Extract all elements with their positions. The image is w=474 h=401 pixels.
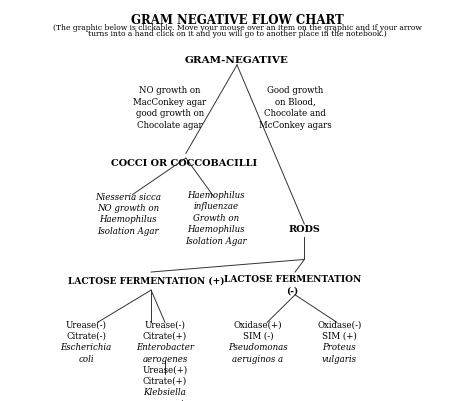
Text: SIM (+): SIM (+) — [322, 332, 356, 341]
Text: Good growth
on Blood,
Chocolate and
McConkey agars: Good growth on Blood, Chocolate and McCo… — [259, 87, 331, 130]
Text: coli: coli — [78, 354, 94, 364]
Text: turns into a hand click on it and you will go to another place in the notebook.): turns into a hand click on it and you wi… — [88, 30, 386, 38]
Text: SIM (-): SIM (-) — [243, 332, 273, 341]
Text: aeruginos a: aeruginos a — [232, 354, 283, 364]
Text: vulgaris: vulgaris — [322, 354, 357, 364]
Text: Citrate(+): Citrate(+) — [143, 332, 187, 341]
Text: Pseudomonas: Pseudomonas — [228, 343, 288, 352]
Text: NO growth on
MacConkey agar
good growth on
Chocolate agar: NO growth on MacConkey agar good growth … — [133, 87, 206, 130]
Text: GRAM-NEGATIVE: GRAM-NEGATIVE — [185, 57, 289, 65]
Text: LACTOSE FERMENTATION (+): LACTOSE FERMENTATION (+) — [68, 277, 225, 286]
Text: Proteus: Proteus — [322, 343, 356, 352]
Text: Klebsiella: Klebsiella — [144, 388, 186, 397]
Text: pneumonia: pneumonia — [141, 400, 189, 401]
Text: Niesseria sicca
NO growth on
Haemophilus
Isolation Agar: Niesseria sicca NO growth on Haemophilus… — [95, 192, 161, 236]
Text: (The graphic below is clickable. Move your mouse over an item on the graphic and: (The graphic below is clickable. Move yo… — [53, 24, 421, 32]
Text: Oxidase(+): Oxidase(+) — [234, 320, 282, 329]
Text: LACTOSE FERMENTATION
(-): LACTOSE FERMENTATION (-) — [224, 275, 361, 295]
Text: COCCI OR COCCOBACILLI: COCCI OR COCCOBACILLI — [110, 159, 256, 168]
Text: aerogenes: aerogenes — [142, 354, 188, 364]
Text: Urease(+): Urease(+) — [142, 366, 188, 375]
Text: Citrate(-): Citrate(-) — [66, 332, 106, 341]
Text: Escherichia: Escherichia — [60, 343, 112, 352]
Text: Citrate(+): Citrate(+) — [143, 377, 187, 386]
Text: Urease(-): Urease(-) — [65, 320, 107, 329]
Text: Urease(-): Urease(-) — [145, 320, 185, 329]
Text: Oxidase(-): Oxidase(-) — [317, 320, 361, 329]
Text: Haemophilus
influenzae
Growth on
Haemophilus
Isolation Agar: Haemophilus influenzae Growth on Haemoph… — [185, 191, 247, 245]
Text: RODS: RODS — [288, 225, 320, 235]
Text: Enterobacter: Enterobacter — [136, 343, 194, 352]
Text: GRAM NEGATIVE FLOW CHART: GRAM NEGATIVE FLOW CHART — [131, 14, 343, 27]
